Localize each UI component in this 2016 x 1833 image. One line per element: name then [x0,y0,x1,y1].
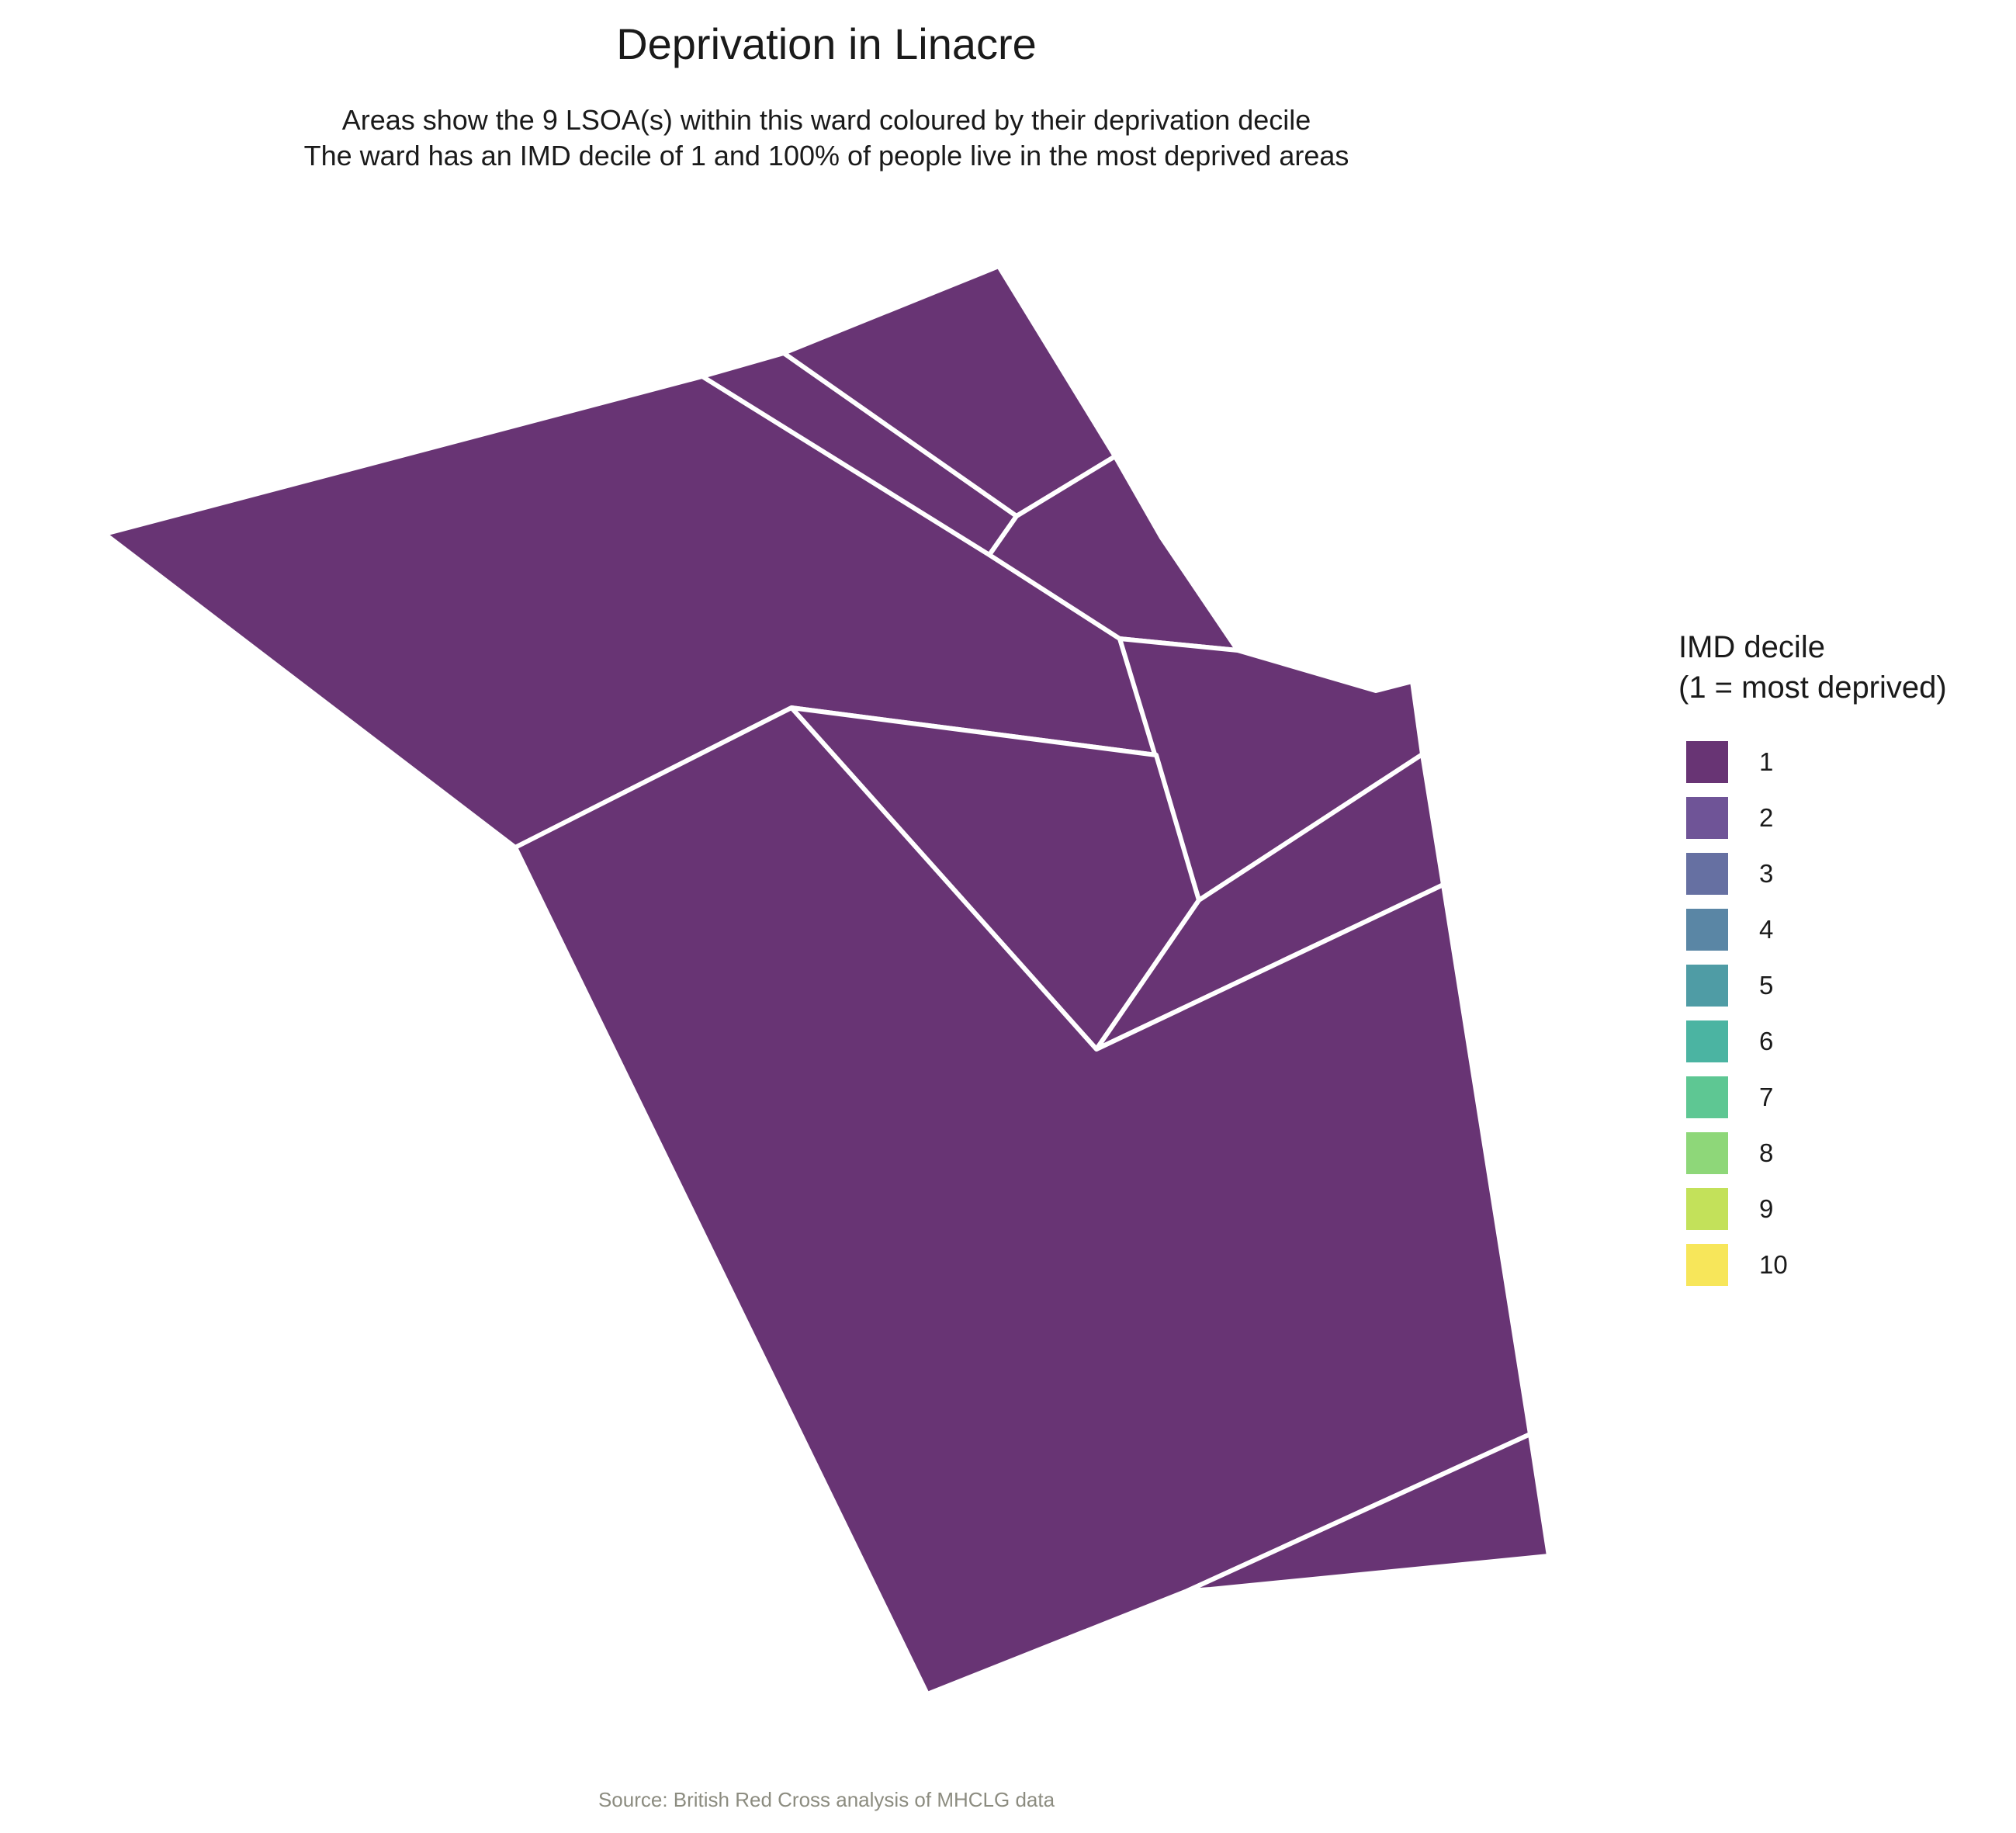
source-caption: Source: British Red Cross analysis of MH… [598,1788,1055,1811]
legend-item: 1 [1678,734,1947,790]
legend-item: 9 [1678,1181,1947,1237]
legend-label: 9 [1759,1194,1774,1223]
legend: IMD decile (1 = most deprived) 1 2 3 4 5 6 7 8 9… [1678,627,1947,1293]
legend-label: 1 [1759,747,1774,776]
chart-title: Deprivation in Linacre [616,19,1037,68]
legend-item: 10 [1678,1237,1947,1293]
lsoa-areas [102,264,1551,1696]
lsoa-area-8 [513,705,1533,1696]
legend-items: 1 2 3 4 5 6 7 8 9 10 [1678,734,1947,1293]
legend-swatch [1686,741,1728,783]
legend-title: IMD decile (1 = most deprived) [1678,627,1947,708]
legend-title-line-1: IMD decile [1678,630,1825,664]
legend-swatch [1686,1188,1728,1230]
legend-label: 8 [1759,1138,1774,1167]
legend-label: 7 [1759,1083,1774,1111]
legend-label: 10 [1759,1250,1788,1279]
legend-label: 3 [1759,859,1774,888]
legend-swatch [1686,1020,1728,1062]
legend-item: 2 [1678,790,1947,846]
legend-item: 3 [1678,846,1947,902]
legend-title-line-2: (1 = most deprived) [1678,670,1947,705]
subtitle-line-1: Areas show the 9 LSOA(s) within this war… [341,104,1311,136]
legend-swatch [1686,853,1728,895]
legend-swatch [1686,1076,1728,1118]
legend-item: 7 [1678,1069,1947,1125]
subtitle-line-2: The ward has an IMD decile of 1 and 100%… [303,140,1349,172]
legend-swatch [1686,1244,1728,1286]
legend-label: 4 [1759,915,1774,944]
lsoa-area-9 [1185,1432,1551,1593]
legend-label: 5 [1759,971,1774,1000]
legend-swatch [1686,965,1728,1007]
legend-item: 6 [1678,1014,1947,1069]
legend-item: 8 [1678,1125,1947,1181]
legend-swatch [1686,909,1728,951]
legend-swatch [1686,1132,1728,1174]
legend-label: 2 [1759,803,1774,832]
legend-label: 6 [1759,1027,1774,1055]
legend-item: 5 [1678,958,1947,1014]
chart-subtitle: Areas show the 9 LSOA(s) within this war… [0,102,1653,174]
legend-swatch [1686,797,1728,839]
legend-item: 4 [1678,902,1947,958]
